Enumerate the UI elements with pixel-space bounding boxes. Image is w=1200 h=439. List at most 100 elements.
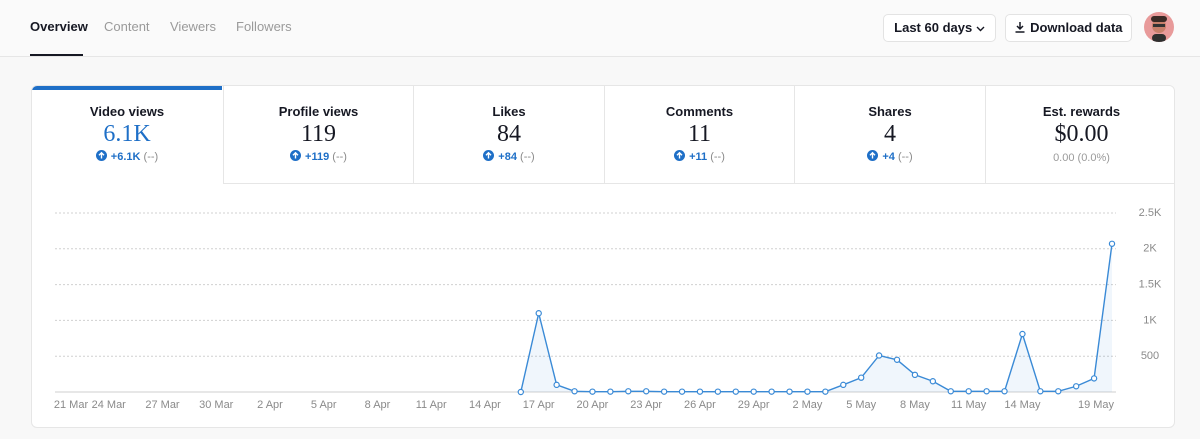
- x-tick-label: 14 Apr: [469, 399, 501, 411]
- point: [660, 388, 668, 395]
- date-range-button[interactable]: Last 60 days: [883, 14, 996, 42]
- point: [696, 388, 704, 395]
- up-icon: [290, 150, 302, 161]
- metric-label: Est. rewards: [1042, 104, 1121, 119]
- metric-value: 4: [884, 121, 896, 147]
- metric-value: $0.00: [1054, 121, 1109, 147]
- metric-tab[interactable]: Likes 84 +84 (--): [413, 86, 604, 184]
- x-tick-label: 2 May: [792, 399, 822, 411]
- metric-label: Likes: [492, 104, 526, 119]
- point: [714, 388, 722, 395]
- up-icon: [867, 150, 879, 161]
- y-tick-label: 1K: [1143, 314, 1157, 326]
- nav-tab[interactable]: Content: [104, 19, 150, 34]
- x-tick-label: 24 Mar: [92, 399, 127, 411]
- point: [840, 381, 847, 389]
- point: [571, 388, 578, 395]
- avatar[interactable]: [1144, 12, 1174, 42]
- nav-tab[interactable]: Followers: [236, 19, 292, 34]
- point: [947, 388, 954, 395]
- metric-label: Shares: [868, 104, 912, 119]
- point: [804, 388, 811, 395]
- point: [983, 388, 990, 395]
- point: [517, 388, 524, 396]
- up-icon: [483, 150, 495, 161]
- point: [732, 388, 739, 395]
- x-tick-label: 29 Apr: [738, 399, 770, 411]
- metric-change: +84 (--): [414, 150, 604, 163]
- up-icon: [674, 150, 686, 161]
- x-tick-label: 8 Apr: [365, 399, 391, 411]
- metric-label: Profile views: [278, 104, 359, 119]
- x-tick-label: 2 Apr: [257, 399, 283, 411]
- point: [965, 388, 972, 395]
- point: [1055, 388, 1062, 395]
- point: [893, 356, 901, 363]
- previous-value: (--): [332, 151, 347, 163]
- y-tick-label: 2.5K: [1139, 207, 1162, 219]
- y-tick-label: 500: [1141, 350, 1159, 362]
- metric-tab[interactable]: Est. rewards $0.00 0.00 (0.0%): [984, 86, 1174, 184]
- metric-tab[interactable]: Profile views 119 +119 (--): [222, 86, 414, 184]
- point: [1001, 388, 1008, 395]
- nav-tab[interactable]: Viewers: [170, 19, 217, 34]
- x-tick-label: 11 May: [951, 399, 987, 411]
- y-tick-label: 2K: [1143, 243, 1157, 255]
- metric-value: 11: [687, 121, 712, 147]
- point: [929, 378, 937, 385]
- point: [1090, 375, 1098, 382]
- change-value: +84: [498, 151, 517, 163]
- point: [1108, 240, 1116, 247]
- metric-change: +6.1K (--): [32, 150, 222, 163]
- change-value: +4: [882, 151, 895, 163]
- metric-tab[interactable]: Comments 11 +11 (--): [603, 86, 795, 184]
- change-value: +11: [689, 151, 708, 163]
- previous-value: (--): [143, 151, 159, 163]
- up-icon: [95, 150, 107, 161]
- point: [857, 374, 865, 381]
- nav-tab[interactable]: Overview: [30, 19, 88, 34]
- x-tick-label: 27 Mar: [145, 399, 180, 411]
- y-tick-label: 1.5K: [1139, 279, 1162, 291]
- metric-tab[interactable]: Shares 4 +4 (--): [794, 86, 985, 184]
- previous-value: (--): [897, 151, 913, 163]
- point: [875, 352, 883, 359]
- x-tick-label: 21 Mar: [54, 399, 89, 411]
- point: [589, 388, 596, 395]
- x-tick-label: 5 Apr: [311, 399, 337, 411]
- point: [643, 388, 650, 395]
- metric-change: +119 (--): [224, 150, 414, 163]
- line: [520, 243, 1113, 393]
- x-tick-label: 26 Apr: [684, 399, 716, 411]
- x-tick-label: 23 Apr: [630, 399, 662, 411]
- point: [607, 388, 614, 395]
- point: [553, 381, 560, 389]
- metric-tab[interactable]: Video views 6.1K +6.1K (--): [32, 86, 222, 184]
- point: [822, 388, 829, 395]
- active-tab-indicator: [30, 54, 83, 56]
- metric-value: 84: [497, 121, 521, 147]
- metric-label: Comments: [665, 104, 734, 119]
- metric-label: Video views: [89, 104, 165, 119]
- metric-change: +4 (--): [795, 150, 985, 163]
- metric-value: 6.1K: [103, 121, 151, 147]
- download-button[interactable]: Download data: [1005, 14, 1132, 42]
- x-tick-label: 11 Apr: [416, 399, 447, 411]
- point: [1019, 330, 1026, 338]
- previous-value: (--): [520, 151, 535, 163]
- point: [625, 388, 632, 395]
- point: [1072, 383, 1080, 390]
- point: [1037, 388, 1044, 395]
- x-tick-label: 20 Apr: [577, 399, 609, 411]
- x-tick-label: 8 May: [900, 399, 930, 411]
- x-tick-label: 19 May: [1078, 399, 1115, 411]
- x-tick-label: 5 May: [846, 399, 876, 411]
- top-nav: Last 60 days Download data Overview Conte…: [0, 0, 1200, 57]
- point: [678, 388, 686, 395]
- x-tick-label: 17 Apr: [523, 399, 555, 411]
- previous-value: (--): [710, 151, 725, 163]
- button-label: Last 60 days: [894, 20, 973, 35]
- point: [786, 388, 793, 395]
